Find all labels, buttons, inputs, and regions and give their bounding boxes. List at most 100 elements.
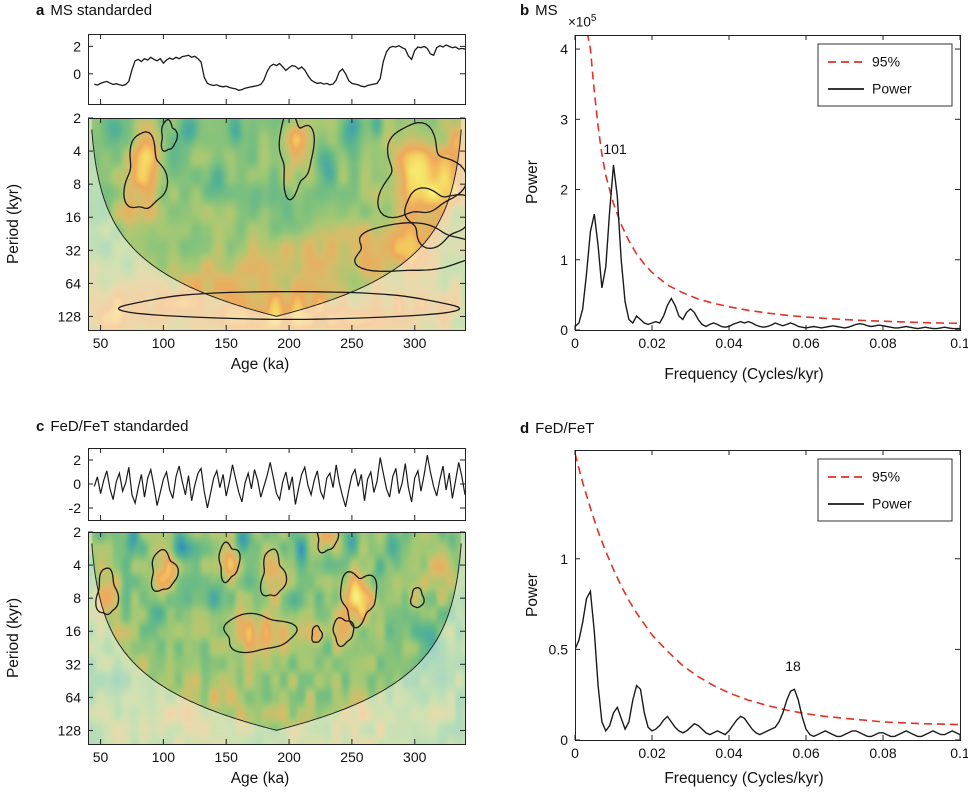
panel-b-label: b MS — [520, 2, 558, 19]
axes-box — [88, 448, 466, 521]
tick-label: 3 — [560, 111, 568, 127]
contour — [316, 532, 340, 554]
wavelet-axes-c: 50 100 150 200 250 300 2 4 8 16 32 64 128 — [58, 524, 466, 765]
tick-label: 250 — [340, 335, 364, 351]
tick-label: 200 — [277, 749, 301, 765]
tick-label: 4 — [73, 557, 81, 573]
panel-d-tag: d — [520, 420, 530, 437]
tick-label: 50 — [93, 335, 109, 351]
panel-c-title: FeD/FeT standarded — [50, 418, 189, 435]
ms-series-line — [94, 44, 465, 91]
tick-label: 64 — [65, 275, 81, 291]
significance-contours — [117, 118, 465, 321]
tick-label: 2 — [73, 452, 81, 468]
contour — [95, 567, 120, 616]
x-axis-label-d: Frequency (Cycles/kyr) — [664, 770, 824, 787]
tick-label: 0 — [571, 335, 579, 351]
panel-c-label: c FeD/FeT standarded — [36, 418, 188, 435]
tick-label: 0.08 — [869, 745, 896, 761]
axes-box — [575, 35, 961, 331]
tick-label: 1 — [560, 252, 568, 268]
fed-fet-series-line — [93, 455, 465, 509]
tick-label: 4 — [73, 143, 81, 159]
contour — [223, 612, 298, 654]
tick-label: 2 — [73, 38, 81, 54]
tick-label: 0.5 — [549, 641, 569, 657]
timeseries-plot-a: 02 — [73, 34, 466, 105]
tick-label: 0.02 — [638, 335, 665, 351]
tick-label: 8 — [73, 590, 81, 606]
tick-label: 16 — [65, 623, 81, 639]
y-axis-label-b: Power — [524, 160, 541, 204]
legend-box — [817, 43, 953, 107]
tick-label: 8 — [73, 176, 81, 192]
axes — [574, 450, 961, 741]
contour — [404, 187, 465, 250]
x-axis-label-a: Age (ka) — [230, 356, 290, 373]
tick-label: 16 — [65, 209, 81, 225]
tick-label: 32 — [65, 656, 81, 672]
axes — [88, 531, 466, 745]
y-axis-label-d: Power — [524, 573, 541, 617]
axes-box — [88, 34, 466, 105]
tick-label: 0 — [571, 745, 579, 761]
tick-label: 1 — [560, 551, 568, 567]
panel-d-title: FeD/FeT — [535, 420, 595, 437]
panel-b-title: MS — [535, 2, 558, 19]
peak-label-b: 101 — [603, 141, 627, 157]
tick-label: 32 — [65, 242, 81, 258]
tick-label: 100 — [152, 335, 176, 351]
power-spectrum-line — [575, 164, 960, 330]
tick-label: 0.1 — [950, 745, 968, 761]
wavelet-axes-a: 50 100 150 200 250 300 2 4 8 16 32 64 128 — [58, 110, 466, 351]
contour — [278, 118, 315, 201]
tick-label: 0.08 — [869, 335, 896, 351]
contour — [339, 571, 378, 629]
tick-label: 95% — [872, 54, 900, 70]
panel-a-tag: a — [36, 2, 45, 19]
tick-label: 0 — [73, 66, 81, 82]
tick-label: 95% — [872, 469, 900, 485]
tick-label: Power — [872, 496, 912, 512]
timeseries-plot-c: -2 0 2 — [69, 448, 466, 521]
tick-label: 100 — [152, 749, 176, 765]
tick-label: 2 — [73, 524, 81, 540]
wavelet-heatmap-c — [88, 532, 465, 744]
panel-d-label: d FeD/FeT — [520, 420, 594, 437]
axes — [88, 448, 466, 521]
tick-label: 0.06 — [792, 745, 819, 761]
axes — [88, 117, 466, 331]
tick-label: 0 — [73, 476, 81, 492]
panel-a-title: MS standarded — [50, 2, 153, 19]
contour — [332, 617, 355, 648]
y-axis-label-c: Period (kyr) — [5, 597, 22, 679]
contour — [160, 118, 179, 152]
tick-label: 128 — [58, 308, 82, 324]
wavelet-heatmap-a — [88, 118, 465, 330]
x-axis-label-c: Age (ka) — [230, 770, 290, 787]
tick-label: 2 — [73, 110, 81, 126]
coi-line — [91, 543, 462, 731]
significance-contours — [95, 532, 425, 654]
tick-label: 250 — [340, 749, 364, 765]
y-axis-label-a: Period (kyr) — [5, 183, 22, 265]
axes — [574, 35, 961, 331]
power-spectrum-line — [575, 589, 960, 738]
y-axis-multiplier-b: ×105 — [568, 13, 597, 30]
panel-a-label: a MS standarded — [36, 2, 152, 19]
panel-c-tag: c — [36, 418, 45, 435]
contour — [377, 121, 465, 219]
tick-label: 0 — [560, 732, 568, 748]
tick-label: 300 — [403, 335, 427, 351]
contour — [117, 290, 461, 321]
contour — [354, 222, 465, 272]
tick-label: 300 — [403, 749, 427, 765]
confidence-95-line — [575, 453, 960, 726]
tick-label: 150 — [215, 335, 239, 351]
tick-label: 0.04 — [715, 335, 742, 351]
tick-label: 128 — [58, 722, 82, 738]
contour — [409, 587, 425, 609]
tick-label: 0.1 — [950, 335, 968, 351]
tick-label: 0.02 — [638, 745, 665, 761]
